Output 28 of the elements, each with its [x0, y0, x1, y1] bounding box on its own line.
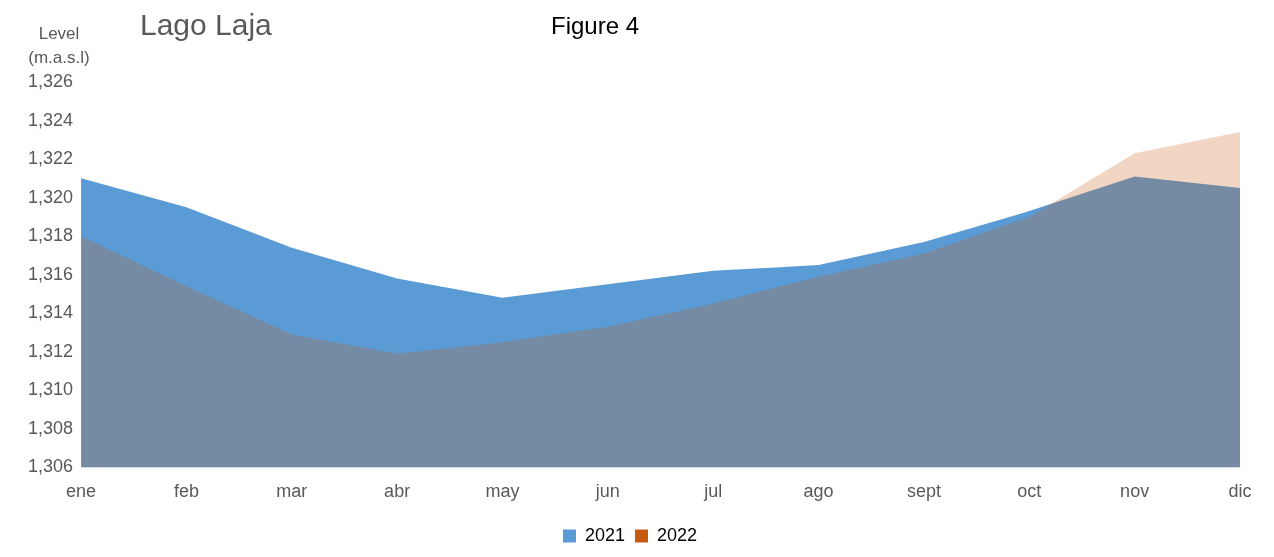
- x-tick-label: nov: [1120, 481, 1150, 502]
- x-tick-label: dic: [1228, 481, 1252, 502]
- y-tick-label: 1,324: [28, 109, 74, 130]
- x-tick-label: ago: [803, 481, 834, 502]
- x-tick-label: oct: [1017, 481, 1042, 502]
- x-tick-label: jun: [594, 481, 620, 502]
- y-tick-label: 1,312: [28, 340, 74, 361]
- chart-subtitle: Figure 4: [551, 12, 640, 40]
- x-tick-label: mar: [276, 481, 308, 502]
- x-tick-label: sept: [906, 481, 941, 502]
- x-tick-label: may: [485, 481, 520, 502]
- chart-title: Lago Laja: [140, 8, 272, 42]
- legend-label: 2022: [657, 524, 698, 545]
- x-tick-label: abr: [384, 481, 411, 502]
- y-tick-label: 1,310: [28, 379, 74, 400]
- y-tick-label: 1,316: [28, 263, 74, 284]
- legend-label: 2021: [584, 524, 625, 545]
- y-tick-label: 1,326: [28, 70, 74, 91]
- x-tick-label: feb: [173, 481, 199, 502]
- y-tick-label: 1,320: [28, 186, 74, 207]
- y-tick-label: 1,318: [28, 225, 74, 246]
- y-axis-title: Level (m.a.s.l): [27, 23, 91, 69]
- y-tick-label: 1,314: [28, 302, 74, 323]
- x-tick-label: ene: [66, 481, 97, 502]
- x-tick-label: jul: [703, 481, 723, 502]
- y-tick-label: 1,322: [28, 148, 74, 169]
- y-tick-label: 1,306: [28, 456, 74, 477]
- y-tick-label: 1,308: [28, 417, 74, 438]
